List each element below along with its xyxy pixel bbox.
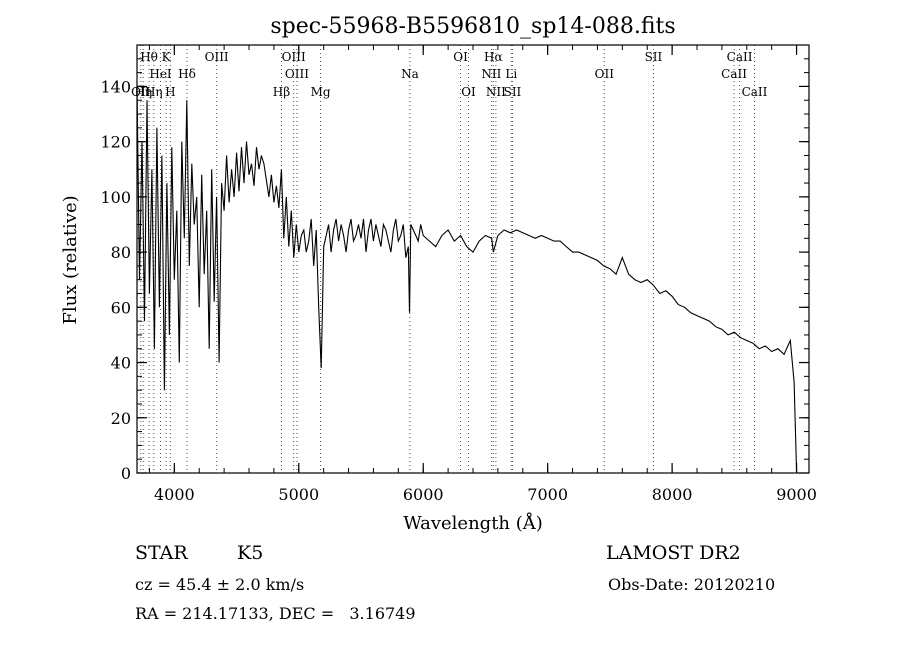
y-tick-label: 140 [100, 77, 131, 96]
line-marker-label-21: OII [595, 67, 615, 81]
x-tick-label: 6000 [403, 485, 444, 504]
line-marker-label-25: CaII [742, 85, 768, 99]
redshift-text: cz = 45.4 ± 2.0 km/s [135, 575, 305, 594]
obs-date-text: Obs-Date: 20120210 [608, 575, 776, 594]
spectral-subclass: K5 [237, 542, 264, 564]
x-tick-label: 9000 [776, 485, 817, 504]
object-class: STAR [135, 542, 188, 564]
y-tick-label: 20 [111, 409, 131, 428]
x-tick-label: 8000 [652, 485, 693, 504]
y-tick-label: 100 [100, 188, 131, 207]
survey-name: LAMOST DR2 [606, 542, 741, 564]
line-marker-label-4: HeI [149, 67, 172, 81]
chart-title: spec-55968-B5596810_sp14-088.fits [270, 14, 675, 39]
axis-ticks: 4000 5000 6000 7000 8000 9000 0 20 40 60 80 100 120 1… [100, 44, 817, 504]
line-marker-label-5: K [162, 50, 172, 64]
y-tick-label: 0 [121, 464, 131, 483]
line-marker-labels: OIIHηHθHηHeIKHHδOIIIHβOIIIOIIIMgNaOIOINI… [131, 50, 768, 99]
line-marker-label-22: SII [645, 50, 663, 64]
x-tick-label: 4000 [154, 485, 195, 504]
line-marker-label-19: Li [505, 67, 517, 81]
line-marker-label-24: CaII [727, 50, 753, 64]
line-marker-label-17: Hα [484, 50, 503, 64]
y-tick-label: 40 [111, 354, 131, 373]
line-marker-label-10: OIII [282, 50, 306, 64]
x-axis-label: Wavelength (Å) [403, 512, 543, 534]
plot-frame [136, 44, 810, 474]
line-marker-label-12: Mg [311, 85, 331, 99]
y-tick-label: 60 [111, 298, 131, 317]
line-marker-label-3: Hη [145, 85, 163, 99]
line-marker-label-7: Hδ [178, 67, 196, 81]
line-marker-label-15: OI [461, 85, 476, 99]
line-marker-layer [140, 45, 755, 473]
y-tick-label: 80 [111, 243, 131, 262]
line-marker-label-20: SII [504, 85, 522, 99]
spectrum-series-line [136, 86, 798, 474]
line-marker-label-13: Na [401, 67, 419, 81]
line-marker-label-2: Hθ [140, 50, 158, 64]
line-marker-label-9: Hβ [273, 85, 290, 99]
line-marker-label-14: OI [453, 50, 468, 64]
line-marker-label-18: NII [486, 85, 506, 99]
y-tick-label: 120 [100, 133, 131, 152]
coordinates-text: RA = 214.17133, DEC = 3.16749 [135, 604, 416, 623]
line-marker-label-1: Hη [134, 85, 152, 99]
y-axis-label: Flux (relative) [60, 195, 81, 324]
line-marker-label-6: H [165, 85, 175, 99]
x-tick-label: 7000 [527, 485, 568, 504]
line-marker-label-8: OIII [205, 50, 229, 64]
line-marker-label-16: NII [481, 67, 501, 81]
line-marker-label-23: CaII [721, 67, 747, 81]
x-tick-label: 5000 [278, 485, 319, 504]
line-marker-label-11: OIII [285, 67, 309, 81]
line-marker-label-0: OII [131, 85, 151, 99]
